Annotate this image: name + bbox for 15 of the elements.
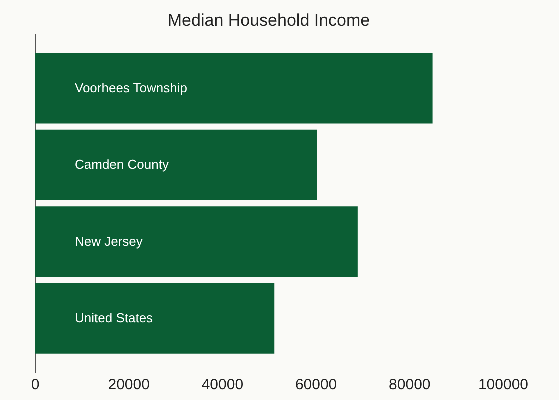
bar [35, 283, 275, 354]
chart-title: Median Household Income [168, 11, 370, 30]
x-tick-label: 20000 [108, 376, 150, 394]
y-tick-label: New Jersey [75, 234, 144, 249]
x-tick-label: 100000 [478, 376, 529, 394]
y-tick-label: Voorhees Township [75, 80, 188, 96]
x-tick-label: 60000 [295, 376, 338, 394]
x-tick-label: 40000 [202, 376, 244, 394]
x-tick-label: 80000 [389, 376, 431, 394]
bar [35, 130, 318, 200]
x-tick-label: 0 [31, 376, 40, 394]
y-tick-label: Camden County [75, 157, 170, 172]
bar [35, 53, 433, 124]
bar [35, 206, 358, 278]
y-tick-label: United States [75, 310, 154, 326]
